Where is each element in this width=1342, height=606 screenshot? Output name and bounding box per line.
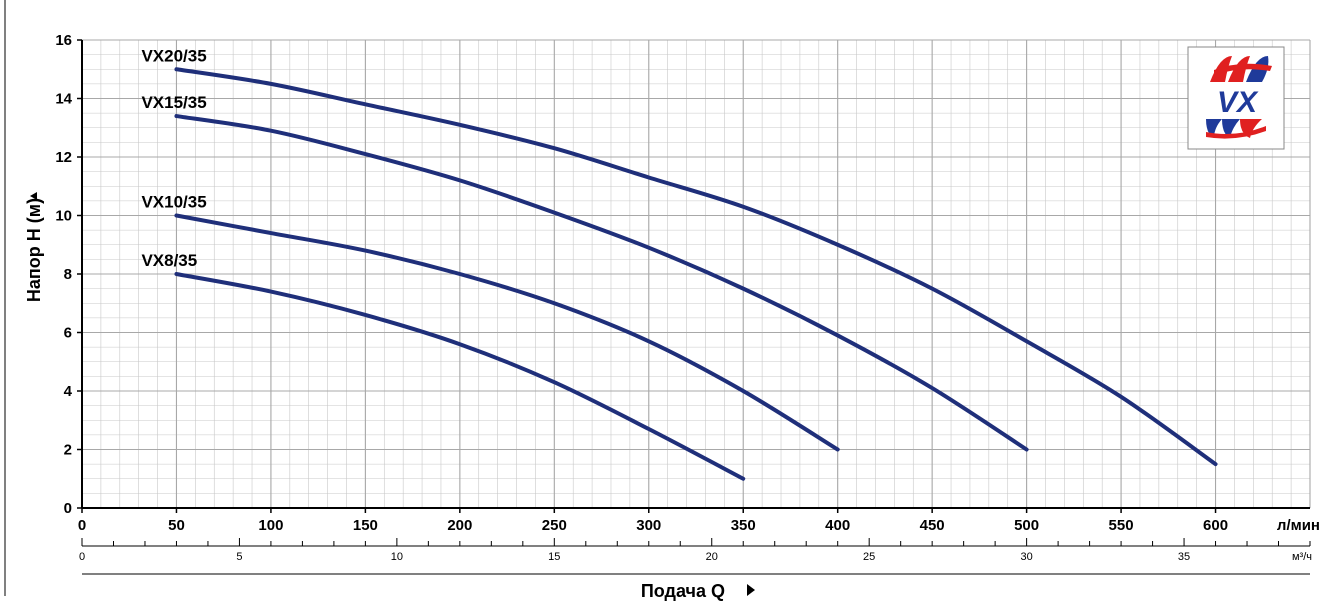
x2-tick-label: 35	[1178, 551, 1190, 563]
x2-tick-label: 10	[391, 551, 403, 563]
curve-labels: VX20/35 VX15/35 VX10/35 VX8/35	[141, 46, 206, 270]
series-label: VX20/35	[141, 46, 206, 65]
x2-tick-label: 0	[79, 551, 85, 563]
series-label: VX10/35	[141, 193, 206, 212]
y-tick-label: 2	[64, 442, 72, 459]
x-axis-arrow-icon	[747, 584, 755, 596]
x-tick-label: 50	[168, 517, 185, 534]
series-line-vx15-35	[174, 114, 1029, 452]
y-tick-label: 4	[64, 383, 73, 400]
x2-tick-label: 20	[706, 551, 718, 563]
x2-unit-label: м³/ч	[1292, 551, 1312, 563]
x-tick-label: 100	[258, 517, 283, 534]
x-tick-label: 250	[542, 517, 567, 534]
x-tick-label: 550	[1109, 517, 1134, 534]
curves	[174, 67, 1218, 481]
y-tick-label: 6	[64, 325, 72, 342]
x2-tick-label: 15	[548, 551, 560, 563]
x-tick-label: 400	[825, 517, 850, 534]
logo-top-arcs-icon	[1210, 56, 1272, 82]
grid	[81, 39, 1311, 509]
x-tick-label: 350	[731, 517, 756, 534]
x-tick-label: 500	[1014, 517, 1039, 534]
x-tick-label: 600	[1203, 517, 1228, 534]
series-label: VX8/35	[141, 251, 197, 270]
x-tick-label: 450	[920, 517, 945, 534]
y-tick-label: 14	[55, 91, 72, 108]
y-axis-title: Напор H (м)	[24, 198, 44, 302]
x2-tick-label: 30	[1020, 551, 1032, 563]
logo-bottom-arcs-icon	[1206, 119, 1266, 139]
series-label: VX15/35	[141, 93, 206, 112]
x2-tick-label: 5	[236, 551, 242, 563]
series-line-vx20-35	[174, 67, 1218, 467]
x-tick-label: 150	[353, 517, 378, 534]
x-tick-label: 200	[447, 517, 472, 534]
y-tick-label: 16	[55, 32, 72, 49]
x-axis-title: Подача Q	[641, 581, 725, 601]
y-tick-label: 8	[64, 266, 72, 283]
x-tick-label: 300	[636, 517, 661, 534]
y-tick-label: 12	[55, 149, 72, 166]
vx-logo: VX	[1187, 46, 1285, 150]
y-tick-label: 0	[64, 500, 72, 517]
x-unit-label: л/мин	[1277, 517, 1320, 534]
x2-tick-label: 25	[863, 551, 875, 563]
y-tick-label: 10	[55, 208, 72, 225]
series-line-vx10-35	[174, 213, 840, 452]
logo-text: VX	[1217, 86, 1259, 119]
series-line-vx8-35	[174, 272, 746, 481]
y-axis-arrow-icon	[30, 192, 37, 200]
x-tick-label: 0	[78, 517, 86, 534]
